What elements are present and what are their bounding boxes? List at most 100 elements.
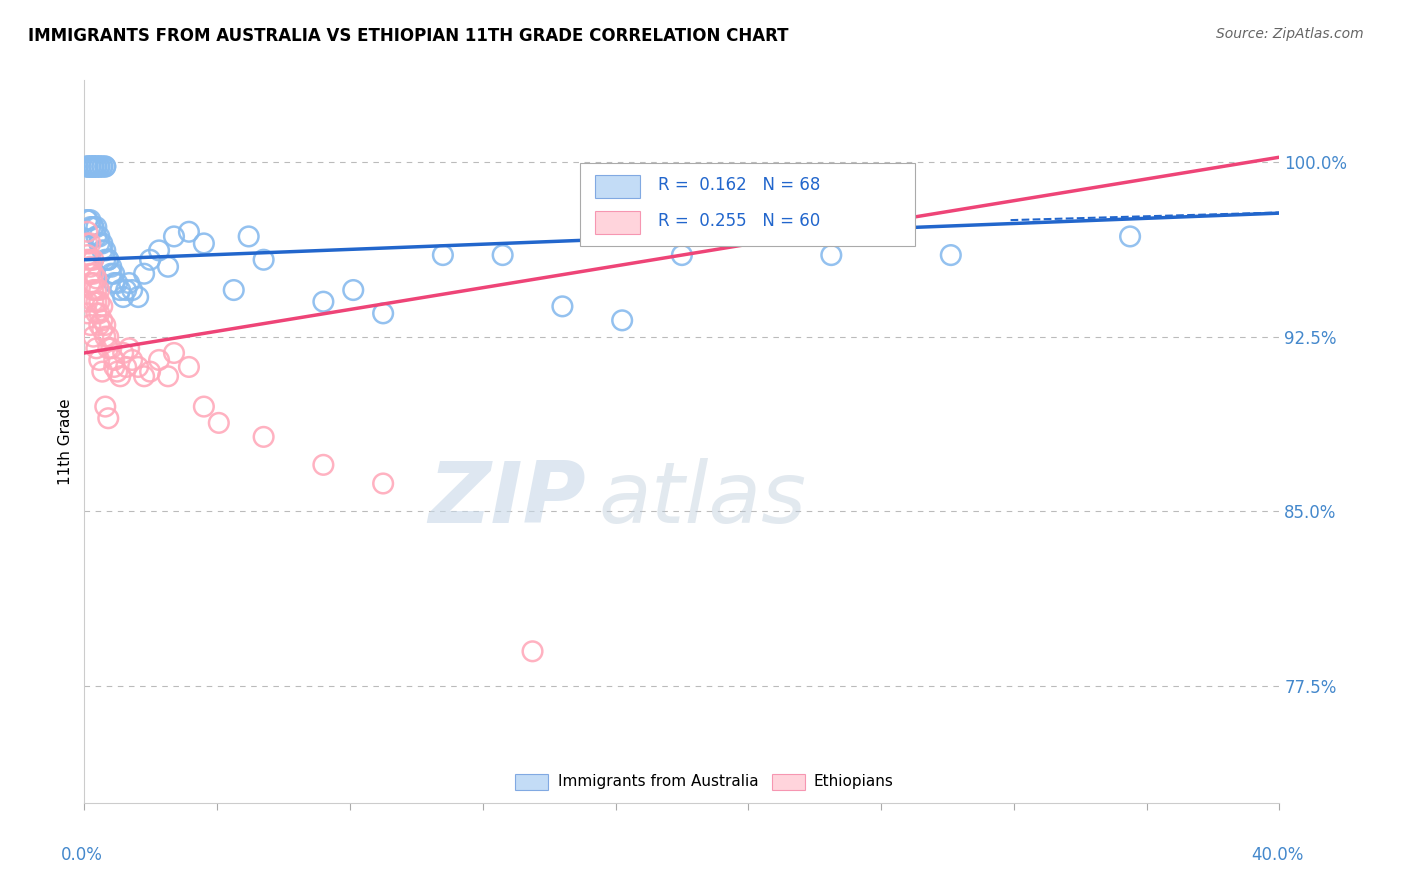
Point <box>86 160 108 174</box>
Point <box>79 160 101 174</box>
Point <box>89 353 111 368</box>
Point <box>89 160 111 174</box>
Point <box>432 248 454 262</box>
Point <box>551 299 574 313</box>
Point <box>100 341 122 355</box>
Point <box>97 252 120 267</box>
Point <box>79 236 101 251</box>
Text: atlas: atlas <box>599 458 806 541</box>
Point <box>89 160 111 174</box>
Point <box>76 294 98 309</box>
Point <box>253 430 276 444</box>
Point <box>100 267 122 281</box>
Point <box>79 276 101 290</box>
Point <box>671 248 693 262</box>
Point <box>82 220 104 235</box>
Point <box>91 160 114 174</box>
Point <box>110 283 132 297</box>
Point <box>373 476 395 491</box>
Point <box>82 160 104 174</box>
Point <box>89 229 111 244</box>
Point <box>91 236 114 251</box>
Point <box>118 341 141 355</box>
Point <box>82 283 104 297</box>
Point <box>76 160 98 174</box>
Point <box>177 359 200 374</box>
Point <box>76 236 98 251</box>
Point <box>79 160 101 174</box>
Point <box>492 248 515 262</box>
Point <box>522 644 544 658</box>
Point <box>86 160 108 174</box>
Point <box>342 283 364 297</box>
Point <box>82 252 104 267</box>
Text: ZIP: ZIP <box>429 458 586 541</box>
Point <box>91 244 114 258</box>
Point <box>86 294 108 309</box>
Text: Source: ZipAtlas.com: Source: ZipAtlas.com <box>1216 27 1364 41</box>
Point <box>79 318 101 332</box>
Point <box>91 365 114 379</box>
Point <box>82 329 104 343</box>
Point <box>94 318 117 332</box>
Text: IMMIGRANTS FROM AUSTRALIA VS ETHIOPIAN 11TH GRADE CORRELATION CHART: IMMIGRANTS FROM AUSTRALIA VS ETHIOPIAN 1… <box>28 27 789 45</box>
Point <box>820 248 842 262</box>
Point <box>89 306 111 320</box>
Point <box>97 252 120 267</box>
Point <box>157 260 180 274</box>
Point <box>91 313 114 327</box>
Point <box>193 236 215 251</box>
Point <box>163 346 186 360</box>
Point <box>76 213 98 227</box>
Point <box>89 318 111 332</box>
Point <box>100 260 122 274</box>
Point <box>112 346 135 360</box>
Point <box>132 369 156 384</box>
Point <box>222 283 245 297</box>
Point <box>1119 229 1142 244</box>
Point <box>238 229 260 244</box>
Point <box>121 353 143 368</box>
FancyBboxPatch shape <box>595 211 640 235</box>
Point <box>193 400 215 414</box>
Point <box>94 160 117 174</box>
Point <box>91 323 114 337</box>
Point <box>97 329 120 343</box>
Point <box>373 306 395 320</box>
Point <box>115 359 138 374</box>
Point <box>89 160 111 174</box>
Point <box>94 252 117 267</box>
Text: 40.0%: 40.0% <box>1251 847 1303 864</box>
Point <box>79 260 101 274</box>
Point <box>127 359 149 374</box>
Point <box>157 369 180 384</box>
Point <box>86 160 108 174</box>
Point <box>91 299 114 313</box>
FancyBboxPatch shape <box>595 175 640 198</box>
Point <box>79 267 101 281</box>
Point <box>89 294 111 309</box>
Point <box>76 225 98 239</box>
Point <box>94 244 117 258</box>
Point <box>86 283 108 297</box>
Point <box>86 271 108 285</box>
Point <box>89 283 111 297</box>
Point <box>86 341 108 355</box>
Point <box>79 160 101 174</box>
Point <box>105 276 128 290</box>
Point <box>76 248 98 262</box>
Point <box>312 458 335 472</box>
FancyBboxPatch shape <box>772 774 806 789</box>
Point <box>76 160 98 174</box>
Point <box>94 400 117 414</box>
Point <box>163 229 186 244</box>
Text: R =  0.255   N = 60: R = 0.255 N = 60 <box>658 212 820 230</box>
Text: R =  0.162   N = 68: R = 0.162 N = 68 <box>658 176 820 194</box>
Point <box>148 244 170 258</box>
Point <box>82 267 104 281</box>
Point <box>94 160 117 174</box>
Point <box>79 213 101 227</box>
Point <box>82 220 104 235</box>
Point <box>103 276 125 290</box>
Point <box>110 369 132 384</box>
